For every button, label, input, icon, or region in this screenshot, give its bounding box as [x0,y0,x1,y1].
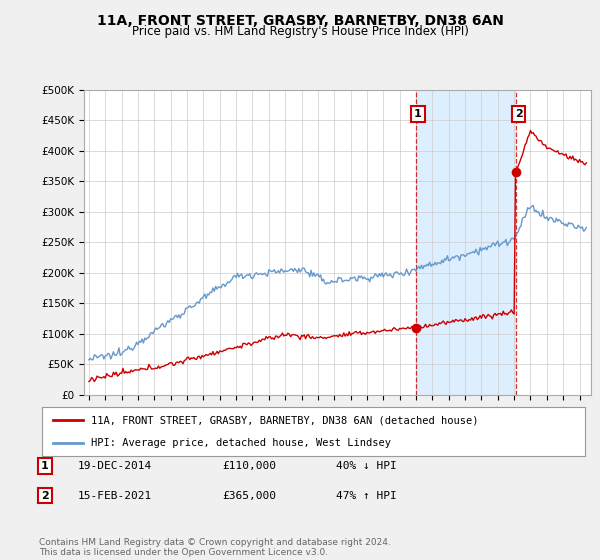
Text: 40% ↓ HPI: 40% ↓ HPI [336,461,397,471]
Text: Price paid vs. HM Land Registry's House Price Index (HPI): Price paid vs. HM Land Registry's House … [131,25,469,38]
Text: HPI: Average price, detached house, West Lindsey: HPI: Average price, detached house, West… [91,438,391,448]
Text: 11A, FRONT STREET, GRASBY, BARNETBY, DN38 6AN: 11A, FRONT STREET, GRASBY, BARNETBY, DN3… [97,14,503,28]
Text: 47% ↑ HPI: 47% ↑ HPI [336,491,397,501]
Bar [416,90,516,395]
Text: £110,000: £110,000 [222,461,276,471]
Text: 1: 1 [414,109,422,119]
Text: 1: 1 [41,461,49,471]
Text: 15-FEB-2021: 15-FEB-2021 [78,491,152,501]
Text: £365,000: £365,000 [222,491,276,501]
Text: 11A, FRONT STREET, GRASBY, BARNETBY, DN38 6AN (detached house): 11A, FRONT STREET, GRASBY, BARNETBY, DN3… [91,416,478,426]
Text: 2: 2 [515,109,523,119]
Text: 2: 2 [41,491,49,501]
Text: Contains HM Land Registry data © Crown copyright and database right 2024.
This d: Contains HM Land Registry data © Crown c… [39,538,391,557]
Text: 19-DEC-2014: 19-DEC-2014 [78,461,152,471]
